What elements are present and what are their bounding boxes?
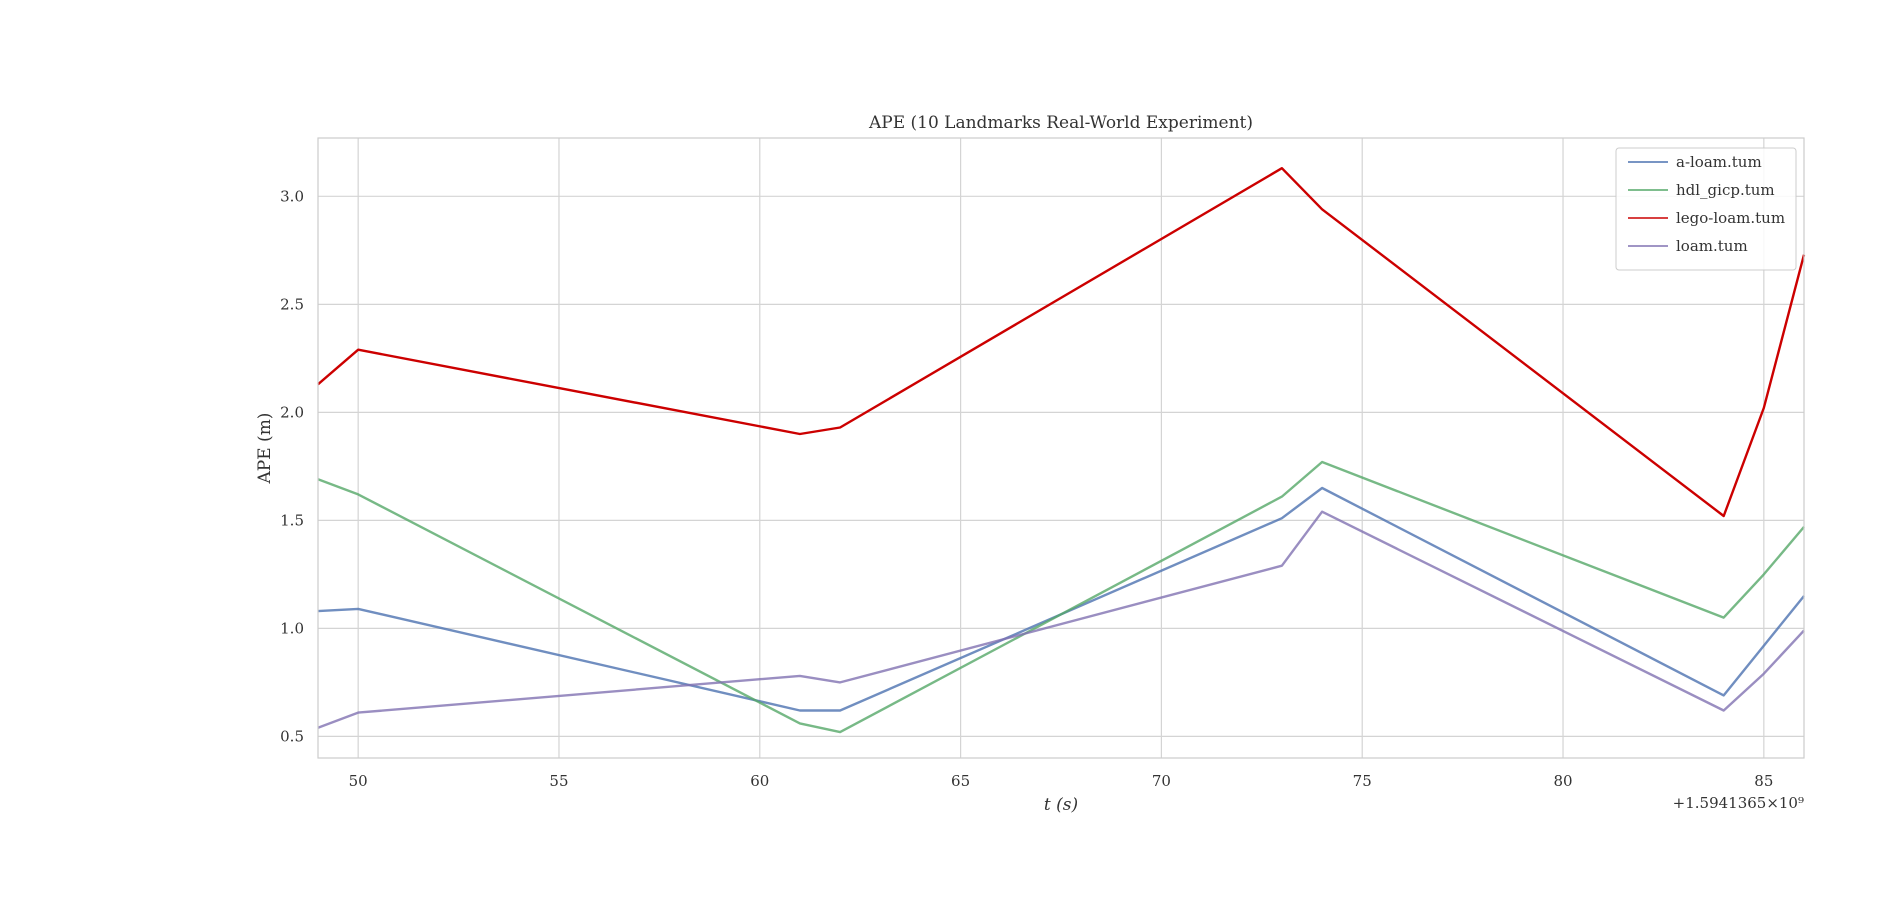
series-line-a-loam-tum xyxy=(317,486,1805,712)
x-tick-label: 50 xyxy=(349,772,368,790)
legend-box xyxy=(1615,147,1797,271)
grid xyxy=(318,138,1804,758)
x-tick-label: 80 xyxy=(1553,772,1572,790)
y-tick-label: 2.0 xyxy=(280,403,304,421)
series-lines xyxy=(317,166,1806,734)
y-tick-label: 2.5 xyxy=(280,295,304,313)
y-tick-labels: 0.5 1.0 1.5 2.0 2.5 3.0 xyxy=(280,187,304,745)
legend-label: a-loam.tum xyxy=(1676,153,1762,171)
legend-items: a-loam.tum hdl_gicp.tum lego-loam.tum loam.… xyxy=(1628,153,1785,255)
y-axis-title: APE (m) xyxy=(255,413,275,485)
series-line-loam-tum xyxy=(317,510,1805,729)
legend: a-loam.tum hdl_gicp.tum lego-loam.tum loam.… xyxy=(1615,147,1797,271)
y-tick-label: 3.0 xyxy=(280,187,304,205)
x-tick-label: 65 xyxy=(951,772,970,790)
legend-label: hdl_gicp.tum xyxy=(1676,181,1775,199)
x-axis-offset-label: +1.5941365×10⁹ xyxy=(1673,794,1804,812)
x-tick-label: 85 xyxy=(1754,772,1773,790)
chart-title: APE (10 Landmarks Real-World Experiment) xyxy=(868,113,1253,133)
x-tick-label: 70 xyxy=(1152,772,1171,790)
x-tick-label: 55 xyxy=(549,772,568,790)
x-tick-label: 60 xyxy=(750,772,769,790)
y-tick-label: 1.0 xyxy=(280,619,304,637)
x-axis-title: t (s) xyxy=(1044,795,1078,815)
y-tick-label: 0.5 xyxy=(280,727,304,745)
series-line-hdl-gicp-tum xyxy=(317,460,1805,734)
y-tick-label: 1.5 xyxy=(280,511,304,529)
plot-frame xyxy=(317,137,1805,759)
x-tick-label: 75 xyxy=(1353,772,1372,790)
series-line-lego-loam-tum xyxy=(317,166,1806,518)
legend-label: lego-loam.tum xyxy=(1676,209,1785,227)
legend-label: loam.tum xyxy=(1676,237,1748,255)
x-tick-labels: 50 55 60 65 70 75 80 85 xyxy=(349,772,1774,790)
